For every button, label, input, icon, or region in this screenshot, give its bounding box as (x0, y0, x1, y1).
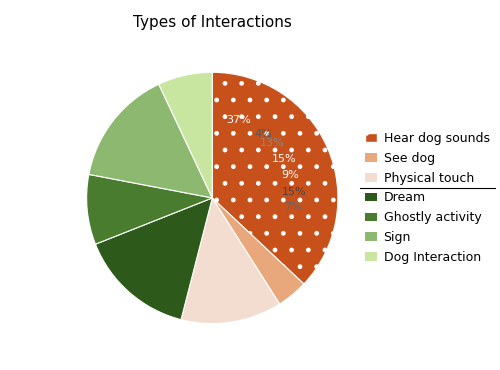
Title: Types of Interactions: Types of Interactions (133, 15, 292, 30)
Text: 13%: 13% (260, 138, 285, 148)
Text: 37%: 37% (226, 115, 250, 125)
Wedge shape (181, 198, 280, 324)
Wedge shape (212, 72, 338, 284)
Text: 7%: 7% (284, 202, 302, 212)
Wedge shape (86, 174, 212, 244)
Wedge shape (212, 198, 304, 304)
Text: 9%: 9% (282, 170, 300, 180)
Text: 15%: 15% (272, 154, 296, 164)
Wedge shape (89, 84, 212, 198)
Legend: Hear dog sounds, See dog, Physical touch, Dream, Ghostly activity, Sign, Dog Int: Hear dog sounds, See dog, Physical touch… (360, 127, 494, 269)
Text: 15%: 15% (282, 186, 306, 196)
Wedge shape (96, 198, 212, 320)
Wedge shape (159, 72, 212, 198)
Text: 4%: 4% (255, 130, 272, 139)
